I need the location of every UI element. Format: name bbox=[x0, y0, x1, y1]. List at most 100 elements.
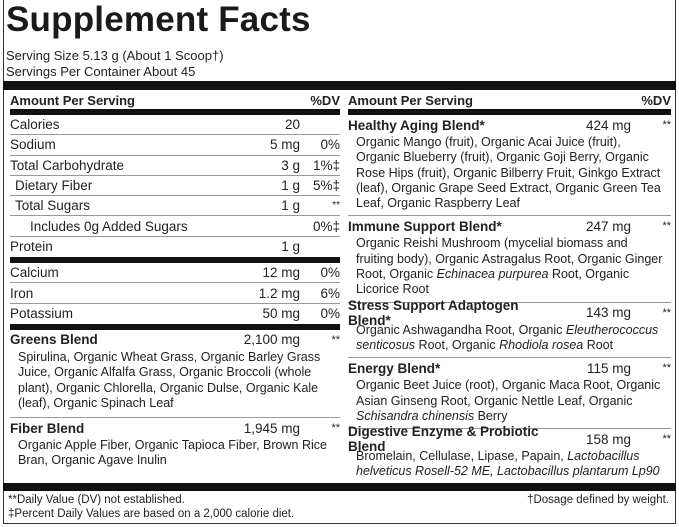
ingredient-text: Organic Ashwagandha Root, Organic bbox=[356, 322, 566, 337]
nutrient-amount: 50 mg bbox=[262, 306, 300, 322]
blend-amount: 424 mg bbox=[585, 117, 631, 133]
dv-label: %DV bbox=[310, 93, 340, 108]
blend-amount: 158 mg bbox=[585, 431, 631, 447]
blend-amount: 1,945 mg bbox=[243, 420, 300, 436]
ingredient-text: Root, Organic Licorice Root bbox=[356, 267, 630, 297]
blend-amount: 2,100 mg bbox=[243, 332, 300, 348]
ingredient-text: Eleutherococcus senticosus bbox=[356, 322, 659, 352]
nutrient-row: Total Carbohydrate 3 g 1%‡ bbox=[10, 156, 340, 176]
nutrient-name: Total Carbohydrate bbox=[10, 157, 125, 173]
nutrient-name: Iron bbox=[10, 285, 34, 301]
blend-item: Greens Blend 2,100 mg ** Spirulina, Organic… bbox=[10, 330, 340, 419]
blend-item: Healthy Aging Blend* 424 mg ** Organic Mang… bbox=[348, 115, 671, 217]
nutrient-dv: 5%‡ bbox=[312, 178, 340, 194]
blend-header: Energy Blend* 115 mg ** bbox=[348, 358, 671, 378]
supplement-facts-label bbox=[3, 0, 676, 524]
blend-dv: ** bbox=[331, 333, 340, 346]
nutrient-row: Iron 1.2 mg 6% bbox=[10, 283, 340, 304]
nutrient-amount: 3 g bbox=[281, 157, 300, 173]
amount-per-serving-label: Amount Per Serving bbox=[10, 93, 135, 108]
blend-ingredients: Organic Ashwagandha Root, Organic Eleuth… bbox=[348, 323, 671, 354]
divider bbox=[10, 257, 340, 264]
nutrient-dv: ** bbox=[332, 200, 340, 212]
nutrient-name: Dietary Fiber bbox=[15, 178, 93, 194]
divider bbox=[10, 323, 340, 330]
nutrient-name: Calories bbox=[10, 117, 60, 133]
ingredient-text: Organic Reishi Mushroom (mycelial biomas… bbox=[356, 236, 663, 282]
blend-name: Healthy Aging Blend* bbox=[348, 117, 485, 133]
nutrient-row: Dietary Fiber 1 g 5%‡ bbox=[10, 176, 340, 197]
blend-name: Digestive Enzyme & Probiotic Blend bbox=[348, 424, 539, 455]
right-header: Amount Per Serving %DV bbox=[348, 93, 671, 109]
nutrient-name: Calcium bbox=[10, 265, 59, 281]
nutrient-name: Protein bbox=[10, 239, 53, 255]
footnote-dosage: †Dosage defined by weight. bbox=[527, 494, 669, 506]
blend-ingredients: Organic Reishi Mushroom (mycelial biomas… bbox=[348, 236, 671, 297]
ingredient-text: Spirulina, Organic Wheat Grass, Organic … bbox=[18, 349, 321, 410]
ingredient-text: Bromelain, Cellulase, Lipase, Papain, bbox=[356, 449, 568, 464]
nutrient-amount: 1 g bbox=[281, 239, 300, 255]
blend-item: Energy Blend* 115 mg ** Organic Beet Juice … bbox=[348, 358, 671, 430]
nutrient-row: Includes 0g Added Sugars 0%‡ bbox=[10, 216, 340, 237]
blend-ingredients: Bromelain, Cellulase, Lipase, Papain, La… bbox=[348, 449, 671, 480]
blend-name: Energy Blend* bbox=[348, 360, 441, 376]
blend-header: Digestive Enzyme & Probiotic Blend 158 mg… bbox=[348, 424, 671, 454]
left-header: Amount Per Serving %DV bbox=[10, 93, 340, 109]
nutrient-dv: 6% bbox=[320, 285, 340, 301]
right-column: Amount Per Serving %DV Healthy Aging Blen… bbox=[348, 84, 671, 484]
ingredient-text: Organic Beet Juice (root), Organic Maca … bbox=[356, 378, 661, 408]
blend-item: Fiber Blend 1,945 mg ** Organic Apple Fiber… bbox=[10, 418, 340, 473]
nutrient-dv: 0% bbox=[320, 306, 340, 322]
nutrient-dv: 0% bbox=[320, 137, 340, 153]
blend-ingredients: Organic Beet Juice (root), Organic Maca … bbox=[348, 378, 671, 424]
ingredient-text: Root bbox=[583, 337, 614, 352]
divider bbox=[348, 109, 671, 115]
top-divider bbox=[3, 81, 676, 90]
footnote-dv: **Daily Value (DV) not established. bbox=[8, 494, 185, 506]
nutrient-amount: 1.2 mg bbox=[258, 285, 300, 301]
nutrient-name: Potassium bbox=[10, 306, 74, 322]
nutrient-dv: 0% bbox=[320, 265, 340, 281]
blend-dv: ** bbox=[662, 306, 671, 319]
footnote-calorie: ‡Percent Daily Values are based on a 2,0… bbox=[8, 508, 295, 520]
nutrient-row: Calcium 12 mg 0% bbox=[10, 263, 340, 284]
blend-header: Stress Support Adaptogen Blend* 143 mg ** bbox=[348, 298, 671, 328]
nutrient-row: Protein 1 g bbox=[10, 237, 340, 257]
blend-ingredients: Spirulina, Organic Wheat Grass, Organic … bbox=[10, 350, 340, 411]
blend-amount: 115 mg bbox=[586, 360, 631, 376]
blend-amount: 247 mg bbox=[585, 218, 631, 234]
blend-name: Greens Blend bbox=[10, 332, 98, 348]
blend-dv: ** bbox=[662, 433, 671, 446]
nutrient-dv: 0%‡ bbox=[312, 218, 340, 234]
blend-dv: ** bbox=[662, 119, 671, 131]
blend-item: Digestive Enzyme & Probiotic Blend 158 mg… bbox=[348, 424, 671, 484]
ingredient-text: Organic Apple Fiber, Organic Tapioca Fib… bbox=[18, 438, 327, 468]
nutrient-amount: 1 g bbox=[281, 198, 300, 214]
divider bbox=[10, 109, 340, 115]
left-column: Amount Per Serving %DV Calories 20 Sodium 5 … bbox=[10, 84, 340, 473]
nutrient-amount: 1 g bbox=[281, 178, 300, 194]
blend-header: Healthy Aging Blend* 424 mg ** bbox=[348, 115, 671, 135]
ingredient-text: Lactobacillus helveticus Rosell-52 ME, L… bbox=[356, 449, 660, 479]
blend-name: Immune Support Blend* bbox=[348, 218, 502, 234]
nutrient-dv: 1%‡ bbox=[312, 157, 340, 173]
blend-name: Fiber Blend bbox=[10, 420, 85, 436]
nutrient-amount: 5 mg bbox=[269, 137, 300, 153]
blend-dv: ** bbox=[331, 422, 340, 435]
nutrient-name: Includes 0g Added Sugars bbox=[30, 218, 188, 234]
nutrient-name: Total Sugars bbox=[15, 198, 91, 214]
blend-header: Fiber Blend 1,945 mg ** bbox=[10, 418, 340, 438]
blend-dv: ** bbox=[662, 362, 671, 375]
nutrient-row: Potassium 50 mg 0% bbox=[10, 304, 340, 324]
ingredient-text: Rhodiola rosea bbox=[499, 337, 584, 352]
blend-amount: 143 mg bbox=[585, 305, 631, 321]
ingredient-text: Organic Mango (fruit), Organic Acai Juic… bbox=[356, 135, 661, 211]
blend-item: Stress Support Adaptogen Blend* 143 mg ** O… bbox=[348, 298, 671, 359]
blend-item: Immune Support Blend* 247 mg ** Organic Rei… bbox=[348, 216, 671, 303]
bottom-divider bbox=[3, 483, 676, 491]
blend-name: Stress Support Adaptogen Blend* bbox=[348, 297, 519, 328]
servings-per-container: Servings Per Container About 45 bbox=[6, 64, 196, 79]
nutrient-row: Total Sugars 1 g ** bbox=[10, 196, 340, 217]
label-title: Supplement Facts bbox=[6, 0, 311, 39]
blend-header: Immune Support Blend* 247 mg ** bbox=[348, 216, 671, 236]
